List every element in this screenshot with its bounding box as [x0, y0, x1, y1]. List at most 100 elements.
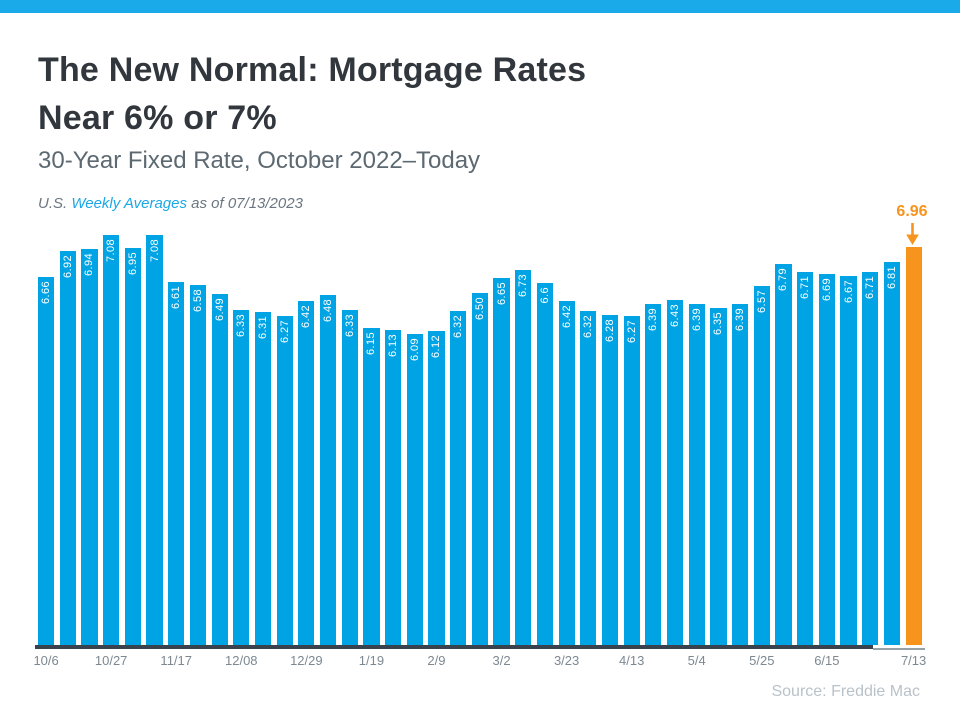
bar-value-label: 6.13	[387, 334, 400, 358]
x-axis-tick-label: 12/29	[290, 653, 323, 668]
bar: 6.66	[38, 277, 55, 645]
tick-cell	[190, 653, 206, 671]
tick-cell: 12/08	[225, 653, 258, 671]
tick-cell: 6/15	[814, 653, 839, 671]
bar: 7.08	[146, 235, 163, 645]
bar-value-label: 7.08	[105, 239, 118, 263]
bar-value-label: 6.95	[126, 252, 139, 276]
down-arrow-icon	[905, 223, 919, 245]
bar-value-label: 6.57	[755, 290, 768, 314]
bar: 6.33	[341, 310, 358, 645]
bar-value-label: 6.71	[799, 276, 812, 300]
x-axis-tick-labels: 10/6 10/27 11/17 12/08 12/29 1/19 2/9 3/2 3/23 4/…	[33, 653, 926, 671]
note-suffix: as of 07/13/2023	[191, 195, 303, 212]
tick-cell	[385, 653, 401, 671]
bar: 6.39	[688, 304, 705, 645]
bar-value-label: 6.73	[517, 274, 530, 298]
bar-value-label: 6.32	[582, 315, 595, 339]
tick-cell	[537, 653, 553, 671]
bar-value-label: 6.12	[430, 335, 443, 359]
tick-cell	[60, 653, 76, 671]
highlight-bar	[905, 247, 922, 645]
bar: 7.08	[103, 235, 120, 645]
bar: 6.09	[406, 334, 423, 645]
bar: 6.79	[775, 264, 792, 645]
bar: 6.32	[580, 311, 597, 645]
x-axis-tick-label: 5/4	[687, 653, 706, 668]
bar: 6.94	[81, 249, 98, 645]
bar-value-label: 6.67	[842, 280, 855, 304]
bar: 6.27	[276, 316, 293, 645]
tick-cell	[862, 653, 878, 671]
bar: 6.6	[536, 283, 553, 645]
page-title-line2: Near 6% or 7%	[38, 99, 277, 137]
tick-cell: 3/2	[492, 653, 510, 671]
bar-value-label: 6.81	[885, 266, 898, 290]
bar-value-label: 6.39	[690, 308, 703, 332]
tick-cell	[710, 653, 726, 671]
bar: 6.58	[189, 285, 206, 645]
x-axis-tick-label: 4/13	[619, 653, 645, 668]
bar-value-label: 6.43	[669, 304, 682, 328]
tick-cell: 5/25	[749, 653, 774, 671]
tick-cell: 1/19	[359, 653, 384, 671]
bar: 6.81	[883, 262, 900, 645]
bar-value-label: 6.31	[256, 316, 269, 340]
bar: 6.27	[623, 316, 640, 645]
tick-cell	[125, 653, 141, 671]
bar: 6.13	[385, 330, 402, 645]
bar: 6.31	[254, 312, 272, 645]
x-axis-tick-label: 3/23	[553, 653, 580, 668]
tick-cell	[667, 653, 683, 671]
x-axis-tick-label: 7/13	[900, 653, 927, 668]
tick-cell	[472, 653, 488, 671]
weekly-averages-link[interactable]: Weekly Averages	[71, 195, 187, 212]
bar: 6.92	[59, 251, 76, 645]
bar-value-label: 6.33	[343, 314, 356, 338]
bar-value-label: 6.35	[712, 312, 725, 336]
tick-cell	[884, 653, 900, 671]
bars-container: 6.66 6.92 6.94 7.08 6.95 7.08 6.61 6.58 6.49 6.33…	[38, 235, 922, 645]
tick-cell	[580, 653, 596, 671]
bar: 6.67	[840, 276, 857, 645]
bar-value-label: 6.65	[495, 282, 508, 306]
tick-cell: 10/6	[33, 653, 58, 671]
latest-rate-annotation: 6.96	[882, 203, 942, 245]
tick-cell: 10/27	[95, 653, 128, 671]
tick-cell	[515, 653, 531, 671]
bar: 6.43	[666, 300, 684, 645]
tick-cell	[602, 653, 618, 671]
tick-cell	[342, 653, 358, 671]
bar-value-label: 6.42	[300, 305, 313, 329]
bar-value-label: 6.28	[603, 319, 616, 343]
bar: 6.15	[363, 328, 380, 645]
bar: 6.28	[601, 315, 619, 645]
page-title: The New Normal: Mortgage Rates Near 6% o…	[38, 46, 586, 142]
bar-value-label: 6.27	[278, 320, 291, 344]
tick-cell: 2/9	[427, 653, 445, 671]
tick-cell	[320, 653, 336, 671]
bar-value-label: 6.49	[213, 298, 226, 322]
x-axis-tick-label: 10/27	[94, 653, 128, 668]
bar: 6.73	[515, 270, 532, 645]
bar: 6.50	[471, 293, 488, 645]
tick-cell: 3/23	[554, 653, 579, 671]
x-axis-tick-label: 1/19	[358, 653, 385, 668]
tick-cell	[840, 653, 856, 671]
bar: 6.61	[168, 282, 185, 645]
bar-value-label: 6.42	[560, 305, 573, 329]
bar-value-label: 6.15	[365, 332, 378, 356]
x-axis-line	[35, 645, 873, 649]
tick-cell	[732, 653, 748, 671]
bar: 6.42	[558, 301, 575, 645]
tick-cell	[645, 653, 661, 671]
bar-value-label: 6.50	[473, 297, 486, 321]
subtitle: 30-Year Fixed Rate, October 2022–Today	[38, 147, 481, 174]
x-axis-line-extension	[873, 648, 925, 650]
bar-value-label: 6.61	[170, 286, 183, 310]
note-prefix: U.S.	[38, 195, 68, 212]
data-note: U.S. Weekly Averages as of 07/13/2023	[38, 195, 303, 212]
bar-value-label: 6.6	[538, 287, 551, 304]
